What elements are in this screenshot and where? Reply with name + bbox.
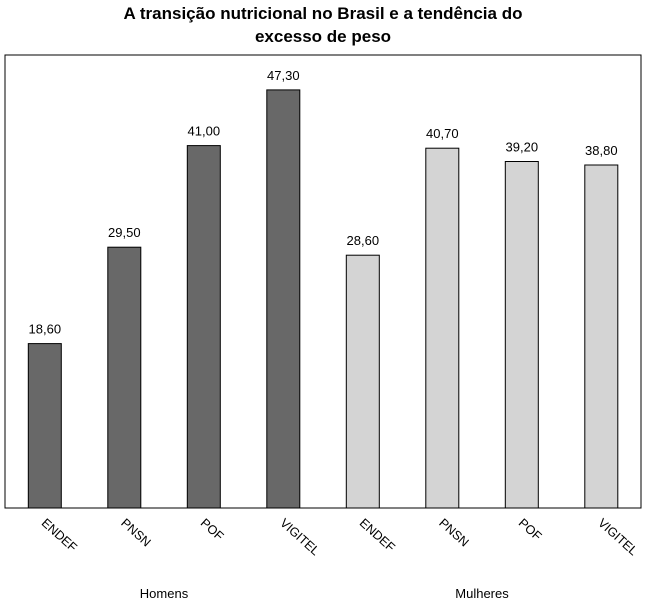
data-label-6: 40,70 bbox=[426, 126, 459, 141]
x-tick-label-4: VIGITEL bbox=[277, 516, 322, 559]
bar-1 bbox=[27, 343, 62, 509]
data-label-7: 39,20 bbox=[506, 140, 539, 155]
x-tick-label-5: ENDEF bbox=[357, 516, 398, 555]
x-tick-label-6: PNSN bbox=[436, 516, 471, 550]
x-tick-label-7: POF bbox=[516, 516, 545, 544]
bar-5 bbox=[345, 254, 380, 509]
data-label-8: 38,80 bbox=[585, 143, 618, 158]
x-tick-label-2: PNSN bbox=[118, 516, 153, 550]
bar-8 bbox=[584, 164, 619, 509]
x-tick-label-8: VIGITEL bbox=[595, 516, 640, 559]
x-tick-label-1: ENDEF bbox=[39, 516, 80, 555]
data-label-2: 29,50 bbox=[108, 225, 141, 240]
chart-title-line-2: excesso de peso bbox=[254, 27, 392, 46]
bar-3 bbox=[186, 145, 221, 509]
data-label-4: 47,30 bbox=[267, 68, 300, 83]
group-label-2: Mulheres bbox=[455, 586, 509, 601]
chart-title-line-1: A transição nutricional no Brasil e a te… bbox=[123, 4, 523, 23]
x-tick-label-3: POF bbox=[198, 516, 227, 544]
data-label-3: 41,00 bbox=[188, 124, 221, 139]
bar-6 bbox=[425, 147, 460, 509]
bar-7 bbox=[504, 161, 539, 509]
bar-4 bbox=[266, 89, 301, 509]
group-label-1: Homens bbox=[140, 586, 189, 601]
bar-2 bbox=[107, 246, 142, 509]
data-label-5: 28,60 bbox=[347, 233, 380, 248]
chart-title: A transição nutricional no Brasil e a te… bbox=[0, 2, 646, 48]
data-label-1: 18,60 bbox=[29, 322, 62, 337]
plot-area-frame bbox=[4, 54, 642, 509]
